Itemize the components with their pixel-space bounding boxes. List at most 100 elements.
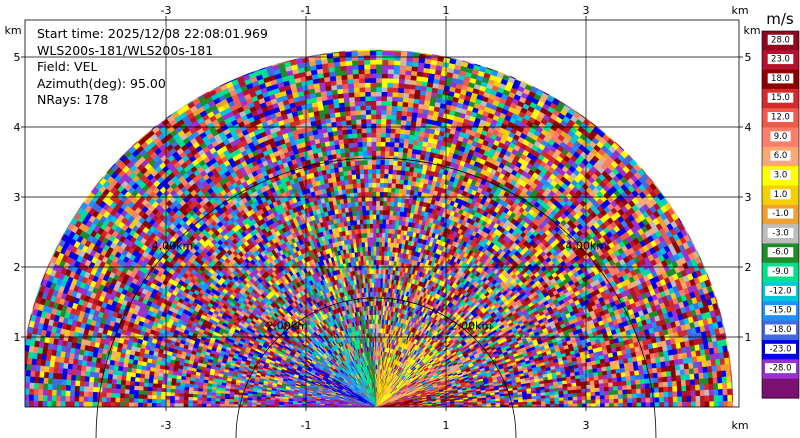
velocity-cell [702,371,709,379]
velocity-cell [549,394,555,399]
velocity-cell [599,394,606,400]
velocity-cell [695,401,701,407]
velocity-cell [568,403,574,407]
velocity-cell [668,396,674,403]
velocity-cell [653,377,659,383]
velocity-cell [677,401,683,407]
velocity-cell [616,376,622,382]
velocity-cell [649,382,655,389]
velocity-cell [707,371,714,379]
velocity-cell [681,395,688,402]
velocity-cell [627,393,633,399]
velocity-cell [576,392,583,397]
velocity-cell [603,382,609,388]
velocity-cell [613,402,619,407]
velocity-cell [613,389,619,395]
velocity-cell [559,403,565,407]
velocity-cell [702,366,708,373]
velocity-cell [640,397,647,403]
velocity-cell [698,372,704,379]
velocity-cell [631,393,637,399]
velocity-cell [522,398,528,403]
velocity-cell [604,398,610,404]
velocity-cell [641,402,646,407]
velocity-cell [667,380,673,387]
velocity-cell [581,388,587,393]
velocity-cell [590,391,596,396]
velocity-cell [699,383,705,391]
velocity-cell [599,398,606,404]
velocity-cell [717,376,723,384]
velocity-cell [681,390,687,397]
velocity-cell [585,391,592,397]
velocity-cell [618,398,624,404]
velocity-cell [518,399,524,403]
velocity-cell [622,397,628,403]
velocity-cell [700,401,706,407]
velocity-cell [652,372,659,379]
velocity-cell [486,402,492,406]
velocity-cell [703,383,710,391]
velocity-cell [688,367,695,375]
velocity-cell [572,392,578,397]
velocity-cell [704,389,710,396]
velocity-cell [694,384,701,391]
velocity-cell [585,387,591,393]
velocity-cell [562,389,569,395]
velocity-cell [722,382,728,390]
velocity-cell [677,390,683,397]
velocity-cell [599,386,605,392]
velocity-cell [681,401,687,407]
velocity-cell [627,397,633,403]
velocity-cell [685,384,692,391]
velocity-cell [549,397,555,402]
velocity-cell [635,379,641,385]
velocity-cell [708,389,715,396]
velocity-cell [621,376,627,382]
velocity-cell [693,372,700,380]
velocity-cell [727,394,733,402]
velocity-cell [567,396,574,401]
velocity-cell [722,394,728,402]
velocity-cell [666,370,672,377]
velocity-cell [536,395,542,399]
velocity-cell [699,389,706,396]
velocity-cell [563,396,569,401]
velocity-cell [554,403,560,407]
velocity-cell [590,399,597,404]
velocity-cell [672,390,678,397]
velocity-cell [554,400,560,405]
velocity-cell [722,388,728,396]
velocity-cell [607,377,613,383]
velocity-cell [589,383,596,389]
velocity-cell [643,373,650,380]
velocity-cell [709,400,715,407]
velocity-cell [704,400,710,407]
velocity-cell [536,403,542,407]
velocity-cell [662,381,669,388]
velocity-cell [577,403,583,407]
velocity-cell [659,401,665,407]
velocity-cell [558,390,564,395]
velocity-cell [694,378,700,385]
velocity-cell [639,373,645,380]
velocity-cell [550,403,555,407]
velocity-cell [716,370,723,378]
velocity-cell [654,401,660,407]
velocity-cell [620,371,627,378]
velocity-cell [613,398,619,403]
velocity-cell [594,387,601,392]
velocity-cell [630,384,637,390]
velocity-cell [595,395,601,400]
velocity-cell [540,400,546,405]
velocity-cell [595,402,601,407]
velocity-cell [576,388,582,394]
velocity-cell [615,372,622,378]
velocity-cell [657,371,663,378]
velocity-cell [667,391,674,398]
velocity-cell [718,394,724,402]
velocity-cell [558,393,564,398]
velocity-cell [726,381,733,389]
velocity-cell [593,379,600,385]
velocity-cell [603,386,610,392]
